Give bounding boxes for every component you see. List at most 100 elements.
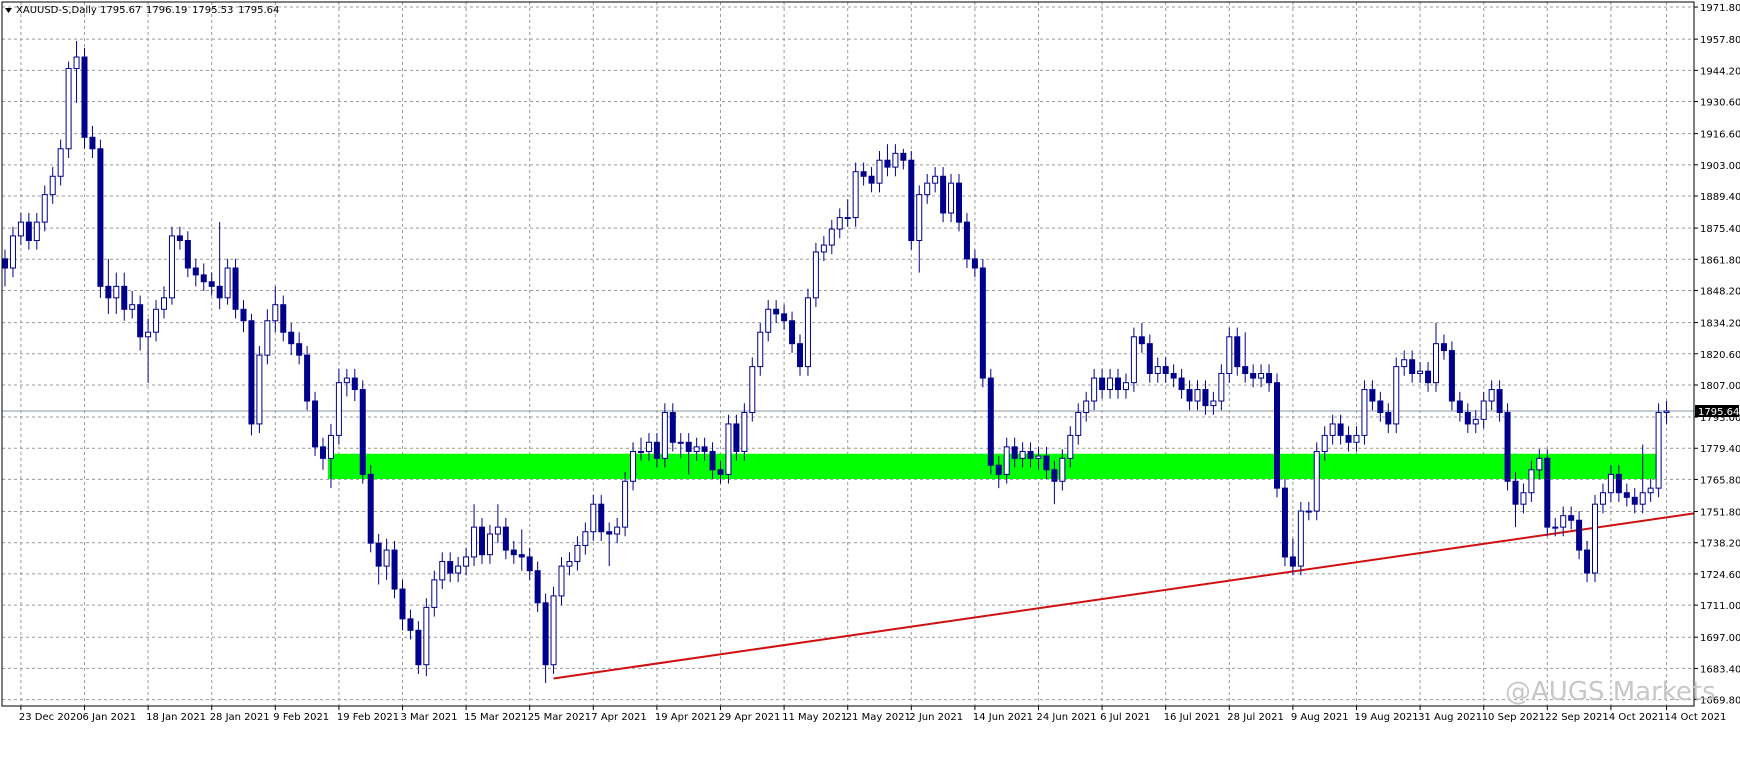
candle-body-down xyxy=(789,320,796,345)
candle-body-up xyxy=(1226,336,1233,374)
x-tick-label: 19 Aug 2021 xyxy=(1355,712,1419,723)
candle-body-up xyxy=(463,556,470,567)
candle-body-down xyxy=(97,148,104,287)
candle-body-down xyxy=(288,331,295,345)
candle-body-down xyxy=(1544,457,1551,528)
axes: XAUUSD-S,Daily 1795.67 1796.19 1795.53 1795… xyxy=(1,1,1740,723)
candle-body-down xyxy=(884,159,891,168)
candle-body-up xyxy=(590,503,597,533)
candle-body-down xyxy=(1615,473,1622,494)
candle-body-up xyxy=(383,549,390,567)
candle-body-up xyxy=(1297,510,1304,567)
candle-body-up xyxy=(224,267,231,299)
x-tick-label: 29 Apr 2021 xyxy=(719,712,781,723)
candle-body-down xyxy=(1425,370,1432,384)
candle-body-up xyxy=(343,377,350,384)
y-tick-label: 1848.20 xyxy=(1700,286,1740,297)
x-tick-label: 22 Sep 2021 xyxy=(1545,712,1608,723)
candle-body-down xyxy=(781,313,788,322)
x-tick-label: 24 Jun 2021 xyxy=(1037,712,1097,723)
candle-body-up xyxy=(1194,389,1201,402)
header-quote: 1795.53 xyxy=(192,5,233,16)
candle-body-up xyxy=(168,235,175,299)
candle-body-up xyxy=(1472,418,1479,425)
y-tick-label: 1944.20 xyxy=(1700,66,1740,77)
x-tick-label: 21 May 2021 xyxy=(846,712,911,723)
candle-body-down xyxy=(1234,336,1241,368)
candle-body-up xyxy=(1067,434,1074,459)
candle-body-up xyxy=(153,308,160,333)
candle-body-down xyxy=(1202,389,1209,407)
candle-body-down xyxy=(606,531,613,535)
candle-body-up xyxy=(812,251,819,299)
candle-body-up xyxy=(820,244,827,253)
candle-body-up xyxy=(1019,450,1026,459)
candle-body-up xyxy=(1417,370,1424,374)
candle-body-down xyxy=(956,182,962,223)
candle-body-down xyxy=(1289,556,1296,567)
candle-body-up xyxy=(1560,515,1567,528)
candle-body-up xyxy=(1210,400,1217,407)
candle-body-up xyxy=(1528,469,1535,494)
candle-body-down xyxy=(685,441,692,452)
y-tick-label: 1793.00 xyxy=(1700,413,1740,424)
candle-body-down xyxy=(1138,336,1145,345)
candle-body-down xyxy=(192,267,199,276)
candle-body-up xyxy=(582,531,589,546)
candle-body-down xyxy=(1464,411,1471,425)
candle-body-up xyxy=(836,217,843,230)
candle-body-up xyxy=(423,606,430,666)
candle-body-up xyxy=(693,446,700,452)
x-tick-label: 18 Jan 2021 xyxy=(146,712,206,723)
candle-body-up xyxy=(256,354,263,425)
candle-body-down xyxy=(351,377,358,391)
candle-body-up xyxy=(272,304,279,322)
support-zone xyxy=(327,453,1662,479)
candles xyxy=(2,40,1670,684)
candle-body-up xyxy=(1107,377,1114,391)
candle-body-up xyxy=(566,561,573,567)
candle-body-down xyxy=(1099,377,1106,391)
grid xyxy=(2,2,1694,706)
candle-body-up xyxy=(1401,359,1408,368)
candle-body-down xyxy=(510,549,517,556)
candle-body-up xyxy=(1003,446,1010,475)
x-tick-label: 9 Feb 2021 xyxy=(273,712,329,723)
candle-body-up xyxy=(1130,336,1137,384)
candle-body-down xyxy=(979,267,986,379)
candle-body-up xyxy=(455,565,462,574)
candle-body-up xyxy=(335,382,342,436)
candle-body-down xyxy=(1377,400,1384,413)
candle-body-up xyxy=(41,194,48,223)
candle-body-down xyxy=(717,469,724,475)
x-tick-label: 23 Dec 2020 xyxy=(19,712,83,723)
candle-body-down xyxy=(280,304,287,333)
candle-body-down xyxy=(669,411,676,443)
y-tick-label: 1820.60 xyxy=(1700,350,1740,361)
candle-body-up xyxy=(876,159,883,184)
candle-body-up xyxy=(622,480,629,528)
candle-body-down xyxy=(1504,411,1511,482)
candle-body-up xyxy=(1059,457,1066,482)
drawings xyxy=(2,410,1695,680)
header-quote: 1795.64 xyxy=(238,5,279,16)
y-tick-label: 1738.20 xyxy=(1700,539,1740,550)
symbol: XAUUSD-S,Daily xyxy=(16,5,97,16)
candle-body-down xyxy=(900,152,907,161)
y-tick-label: 1875.40 xyxy=(1700,224,1740,235)
candle-body-up xyxy=(65,68,72,150)
candle-body-down xyxy=(701,446,708,452)
candle-body-up xyxy=(741,411,748,452)
candle-body-down xyxy=(797,343,803,368)
candle-body-down xyxy=(208,281,215,287)
candle-body-up xyxy=(73,56,80,70)
y-tick-label: 1765.80 xyxy=(1700,475,1740,486)
x-tick-label: 14 Jun 2021 xyxy=(973,712,1033,723)
candle-body-down xyxy=(1568,515,1575,521)
candle-body-down xyxy=(304,354,311,402)
candle-body-down xyxy=(1186,389,1193,402)
y-tick-label: 1930.60 xyxy=(1700,98,1740,109)
candle-body-up xyxy=(916,194,923,241)
candle-body-up xyxy=(924,182,931,196)
candle-body-down xyxy=(184,239,191,269)
